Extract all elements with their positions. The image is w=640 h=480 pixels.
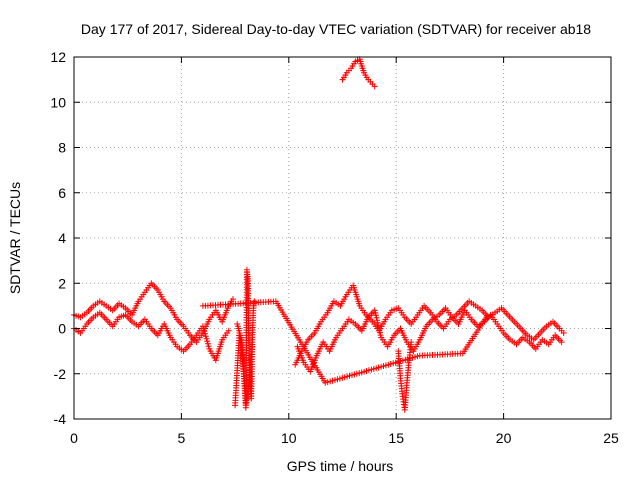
y-tick-label: 0 <box>58 321 66 337</box>
data-point <box>199 323 206 330</box>
data-point <box>371 83 378 90</box>
grid <box>74 57 611 419</box>
x-axis-label: GPS time / hours <box>287 458 394 474</box>
x-tick-label: 10 <box>281 430 297 446</box>
y-tick-label: -2 <box>54 366 67 382</box>
y-axis-label: SDTVAR / TECUs <box>7 182 23 294</box>
data-point <box>205 343 212 350</box>
data-point <box>558 339 565 346</box>
y-tick-label: 6 <box>58 185 66 201</box>
data-points <box>71 56 567 413</box>
x-tick-label: 5 <box>178 430 186 446</box>
data-point <box>249 343 256 350</box>
x-tick-label: 25 <box>603 430 619 446</box>
data-point <box>251 298 258 305</box>
data-point <box>225 327 232 334</box>
x-tick-label: 15 <box>388 430 404 446</box>
data-point <box>560 330 567 336</box>
y-tick-label: 12 <box>50 49 66 65</box>
x-tick-label: 20 <box>496 430 512 446</box>
x-tick-label: 0 <box>70 430 78 446</box>
data-point <box>483 314 490 321</box>
chart-title: Day 177 of 2017, Sidereal Day-to-day VTE… <box>81 21 591 37</box>
y-tick-label: 10 <box>50 94 66 110</box>
axis-ticks: 0 5 10 15 20 25 -4 -2 0 2 4 6 8 10 12 <box>50 49 619 446</box>
y-tick-label: 4 <box>58 230 66 246</box>
y-tick-label: -4 <box>54 411 67 427</box>
y-tick-label: 2 <box>58 275 66 291</box>
y-tick-label: 8 <box>58 140 66 156</box>
data-point <box>408 339 415 346</box>
